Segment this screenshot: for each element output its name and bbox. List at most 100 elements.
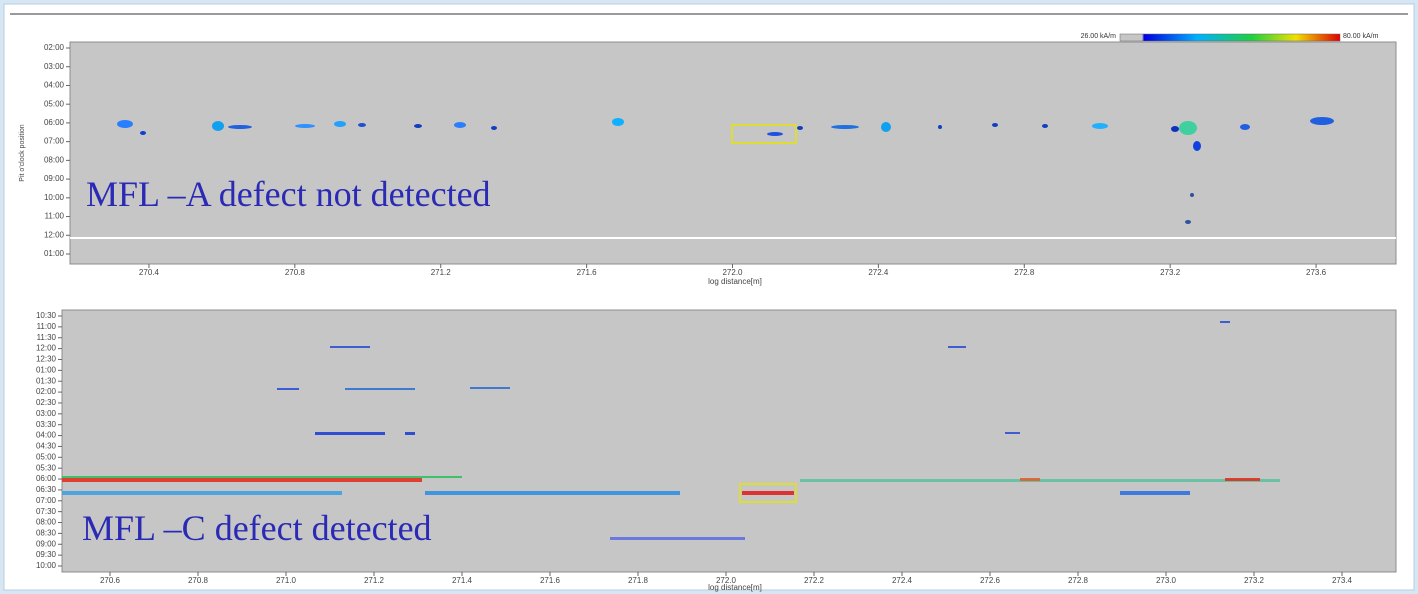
signal-blob — [117, 120, 133, 128]
y-tick-label: 06:00 — [36, 474, 57, 483]
x-tick-label: 273.2 — [1160, 268, 1181, 277]
signal-stripe — [1120, 491, 1190, 495]
y-tick-label: 01:00 — [44, 249, 65, 258]
x-axis-label: log distance[m] — [708, 583, 762, 592]
y-tick-label: 12:00 — [36, 344, 57, 353]
signal-blob — [992, 123, 998, 127]
highlight-box — [739, 483, 797, 503]
x-tick-label: 270.8 — [285, 268, 306, 277]
highlight-box — [731, 124, 797, 144]
y-tick-label: 10:00 — [36, 561, 57, 570]
colorbar-max-label: 80.00 kA/m — [1343, 33, 1379, 40]
y-tick-label: 03:30 — [36, 420, 57, 429]
y-tick-label: 11:00 — [45, 212, 65, 221]
signal-blob — [612, 118, 624, 126]
y-tick-label: 06:00 — [44, 118, 65, 127]
signal-blob — [414, 124, 422, 128]
x-tick-label: 271.2 — [431, 268, 452, 277]
y-tick-label: 01:00 — [36, 365, 57, 374]
x-tick-label: 272.0 — [716, 576, 737, 585]
y-tick-label: 10:30 — [36, 311, 57, 320]
x-tick-label: 270.4 — [139, 268, 160, 277]
signal-blob — [1179, 121, 1197, 135]
signal-blob — [228, 125, 252, 129]
signal-stripe — [315, 432, 385, 435]
signal-blob — [212, 121, 224, 131]
x-tick-label: 273.2 — [1244, 576, 1265, 585]
signal-blob — [797, 126, 803, 130]
x-tick-label: 272.0 — [722, 268, 743, 277]
signal-stripe — [948, 346, 966, 348]
y-tick-label: 01:30 — [36, 376, 57, 385]
signal-blob — [1171, 126, 1179, 132]
y-tick-label: 09:00 — [36, 539, 57, 548]
signal-blob — [1193, 141, 1201, 151]
x-tick-label: 270.8 — [188, 576, 209, 585]
signal-stripe — [62, 491, 342, 495]
x-tick-label: 272.8 — [1014, 268, 1035, 277]
signal-blob — [767, 132, 783, 136]
signal-stripe — [277, 388, 299, 390]
x-tick-label: 271.8 — [628, 576, 649, 585]
y-tick-label: 07:30 — [36, 507, 57, 516]
annotation: MFL –C defect detected — [82, 508, 432, 548]
bottom-plot-area — [61, 309, 1397, 573]
y-tick-label: 11:00 — [37, 322, 57, 331]
signal-blob — [358, 123, 366, 127]
signal-stripe — [470, 387, 510, 389]
signal-stripe — [330, 346, 370, 348]
signal-blob — [491, 126, 497, 130]
y-tick-label: 05:00 — [36, 452, 57, 461]
x-tick-label: 272.4 — [868, 268, 889, 277]
signal-blob — [295, 124, 315, 128]
y-tick-label: 04:00 — [36, 431, 57, 440]
signal-blob — [140, 131, 146, 135]
x-tick-label: 272.8 — [1068, 576, 1089, 585]
y-tick-label: 12:30 — [36, 355, 57, 364]
signal-blob — [454, 122, 466, 128]
signal-stripe — [62, 476, 462, 478]
signal-blob — [1310, 117, 1334, 125]
x-tick-label: 270.6 — [100, 576, 121, 585]
signal-blob — [1190, 193, 1194, 197]
signal-stripe — [742, 491, 794, 495]
x-tick-label: 273.0 — [1156, 576, 1177, 585]
y-tick-label: 08:00 — [44, 155, 65, 164]
x-tick-label: 272.6 — [980, 576, 1001, 585]
x-axis-label: log distance[m] — [708, 277, 762, 286]
annotation: MFL –A defect not detected — [86, 174, 491, 214]
y-tick-label: 08:30 — [36, 529, 57, 538]
signal-blob — [938, 125, 942, 129]
signal-blob — [1185, 220, 1191, 224]
signal-blob — [831, 125, 859, 129]
x-tick-label: 271.4 — [452, 576, 473, 585]
signal-stripe — [425, 491, 680, 495]
x-tick-label: 271.6 — [540, 576, 561, 585]
signal-blob — [334, 121, 346, 127]
signal-stripe — [1005, 432, 1020, 434]
signal-stripe — [345, 388, 415, 390]
colorbar — [1119, 33, 1341, 42]
y-tick-label: 09:30 — [36, 550, 57, 559]
signal-stripe — [1220, 321, 1230, 323]
y-tick-label: 05:00 — [44, 99, 65, 108]
signal-stripe — [405, 432, 415, 435]
x-tick-label: 272.2 — [804, 576, 825, 585]
y-tick-label: 04:30 — [36, 442, 57, 451]
y-tick-label: 09:00 — [44, 174, 65, 183]
x-tick-label: 271.6 — [577, 268, 598, 277]
signal-blob — [1240, 124, 1250, 130]
colorbar-min-label: 26.00 kA/m — [1081, 33, 1117, 40]
y-tick-label: 07:00 — [44, 137, 65, 146]
y-tick-label: 06:30 — [36, 485, 57, 494]
x-tick-label: 273.4 — [1332, 576, 1353, 585]
x-tick-label: 272.4 — [892, 576, 913, 585]
y-tick-label: 08:00 — [36, 518, 57, 527]
signal-stripe — [1225, 478, 1260, 481]
signal-stripe — [1020, 478, 1040, 481]
y-tick-label: 02:30 — [36, 398, 57, 407]
top-plot-area — [69, 41, 1397, 265]
y-tick-label: 04:00 — [44, 81, 65, 90]
y-tick-label: 11:30 — [37, 333, 57, 342]
